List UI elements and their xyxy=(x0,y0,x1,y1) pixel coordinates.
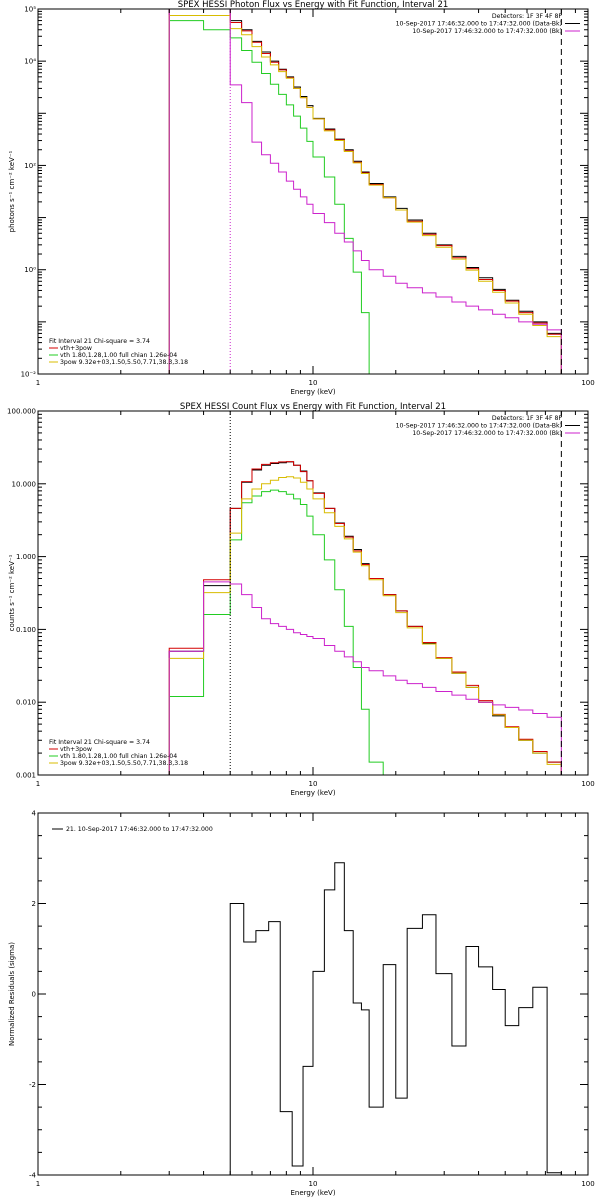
y-axis-label: Normalized Residuals (sigma) xyxy=(8,942,16,1046)
y-axis-label: photons s⁻¹ cm⁻² keV⁻¹ xyxy=(8,150,16,232)
panel-1: 1 10 100 10⁻² 10⁰ 10² 10⁴ 10⁵ SPEX HESSI Photon … xyxy=(8,0,595,396)
y-tick-label: 10⁵ xyxy=(24,6,36,14)
series-group xyxy=(168,461,562,775)
y-tick-label: -2 xyxy=(29,1081,36,1089)
y-tick-label: 1.000 xyxy=(16,553,36,561)
x-tick-label: 100 xyxy=(581,780,594,788)
legend-entry: 10-Sep-2017 17:46:32.000 to 17:47:32.000… xyxy=(412,430,562,437)
legend-entry: vth+3pow xyxy=(60,345,92,352)
x-tick-label: 100 xyxy=(581,379,594,387)
panel-2: 1 10 100 0.001 0.010 0.100 1.000 10.000 100.000 S… xyxy=(7,402,595,797)
legend-entry: 10-Sep-2017 17:46:32.000 to 17:47:32.000… xyxy=(396,423,562,430)
y-tick-label: -4 xyxy=(29,1172,37,1180)
legend-bottom-left: Fit Interval 21 Chi-square = 3.74vth+3po… xyxy=(49,739,188,767)
series-line-bk xyxy=(168,9,562,374)
chart-title: SPEX HESSI Count Flux vs Energy with Fit… xyxy=(180,402,446,412)
series-group xyxy=(229,862,562,1175)
y-tick-label: 10² xyxy=(24,162,36,170)
series-line-data-bk xyxy=(168,461,562,775)
legend-entry: 3pow 9.32e+03,1.50,5.50,7.71,38.3,3.18 xyxy=(60,359,188,366)
series-line-bk xyxy=(168,581,562,775)
legend-entry: vth 1.80,1.28,1.00 full chian 1.26e-04 xyxy=(60,352,177,359)
x-axis-label: Energy (keV) xyxy=(290,789,335,797)
series-line-data-bk xyxy=(168,9,562,374)
x-tick-label: 1 xyxy=(36,1180,40,1188)
legend-entry: Detectors: 1F 3F 4F 8F xyxy=(492,13,563,20)
y-tick-label: 100.000 xyxy=(7,408,36,416)
plot-frame xyxy=(37,8,589,375)
y-tick-label: 10.000 xyxy=(12,480,37,488)
y-tick-label: 0.001 xyxy=(16,772,36,780)
x-tick-label: 1 xyxy=(36,379,40,387)
x-tick-label: 10 xyxy=(309,780,318,788)
x-tick-label: 100 xyxy=(581,1180,594,1188)
x-axis-label: Energy (keV) xyxy=(290,1189,335,1197)
x-axis-label: Energy (keV) xyxy=(290,388,335,396)
series-line-vth xyxy=(168,20,384,374)
y-tick-label: 10⁰ xyxy=(24,266,36,274)
legend-entry: Detectors: 1F 3F 4F 8F xyxy=(492,415,563,422)
x-tick-label: 10 xyxy=(309,379,318,387)
y-tick-label: 2 xyxy=(32,900,36,908)
legend-entry: 10-Sep-2017 17:46:32.000 to 17:47:32.000… xyxy=(396,21,562,28)
legend-entry: 10-Sep-2017 17:46:32.000 to 17:47:32.000… xyxy=(412,28,562,35)
series-line-vth-3pow xyxy=(168,461,562,775)
legend-entry: Fit Interval 21 Chi-square = 3.74 xyxy=(49,739,150,746)
legend-entry: 3pow 9.32e+03,1.50,5.50,7.71,38.3,3.18 xyxy=(60,760,188,767)
series-line-21 xyxy=(229,862,562,1175)
legend-entry: vth+3pow xyxy=(60,746,92,753)
panel-3: 1 10 100 -4 -2 0 2 4 Energy (keV) Normalized Resi… xyxy=(8,810,595,1198)
y-tick-label: 10⁴ xyxy=(24,58,36,66)
legend-entry: 21. 10-Sep-2017 17:46:32.000 to 17:47:32… xyxy=(66,826,213,833)
series-line-3pow xyxy=(168,476,562,775)
y-tick-label: 4 xyxy=(32,810,37,818)
chart-title: SPEX HESSI Photon Flux vs Energy with Fi… xyxy=(178,0,449,10)
legend-bottom-left: Fit Interval 21 Chi-square = 3.74vth+3po… xyxy=(49,338,188,366)
series-group xyxy=(168,9,562,374)
legend-top-left: 21. 10-Sep-2017 17:46:32.000 to 17:47:32… xyxy=(52,826,213,833)
legend-entry: vth 1.80,1.28,1.00 full chian 1.26e-04 xyxy=(60,753,177,760)
y-tick-label: 0.010 xyxy=(16,699,36,707)
legend-entry: Fit Interval 21 Chi-square = 3.74 xyxy=(49,338,150,345)
y-axis-label: counts s⁻¹ cm⁻² keV⁻¹ xyxy=(8,554,16,631)
y-tick-label: 0.100 xyxy=(16,626,36,634)
y-tick-label: 0 xyxy=(32,991,36,999)
x-tick-label: 10 xyxy=(309,1180,318,1188)
y-tick-label: 10⁻² xyxy=(21,371,37,379)
x-tick-label: 1 xyxy=(36,780,40,788)
series-line-vth xyxy=(168,489,384,775)
series-line-vth-3pow xyxy=(168,9,562,374)
series-line-3pow xyxy=(168,15,562,374)
